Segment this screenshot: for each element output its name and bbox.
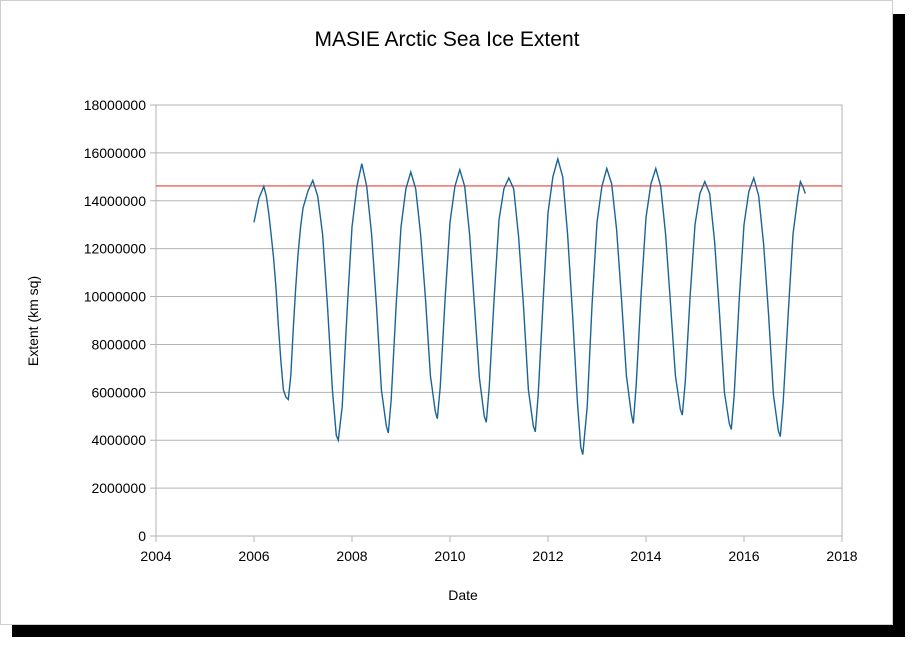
series-line [253,156,806,455]
y-tick-label: 2000000 [91,480,146,496]
grid [156,104,842,537]
y-tick-label: 10000000 [84,289,147,305]
y-axis-title: Extent (km sq) [25,276,41,366]
y-tick-label: 0 [138,528,146,544]
y-axis: 0 2000000 4000000 6000000 8000000 10000000 120… [84,97,156,544]
x-tick-label: 2006 [238,548,269,564]
y-tick-label: 14000000 [84,193,147,209]
x-tick-label: 2016 [728,548,759,564]
chart-title: MASIE Arctic Sea Ice Extent [315,28,580,51]
x-axis-title: Date [448,587,478,603]
x-tick-label: 2014 [630,548,661,564]
y-tick-label: 6000000 [91,384,146,400]
x-tick-label: 2018 [826,548,857,564]
y-tick-label: 12000000 [84,241,147,257]
x-axis: 2004 2006 2008 2010 2012 2014 2016 2018 [140,536,858,564]
x-tick-label: 2010 [434,548,465,564]
x-tick-label: 2008 [336,548,367,564]
chart-frame [0,0,893,625]
y-tick-label: 8000000 [91,336,146,352]
x-tick-label: 2004 [140,548,171,564]
y-tick-label: 4000000 [91,432,146,448]
y-tick-label: 16000000 [84,145,147,161]
plot-area [155,104,843,537]
y-tick-label: 18000000 [84,97,147,113]
x-tick-label: 2012 [532,548,563,564]
